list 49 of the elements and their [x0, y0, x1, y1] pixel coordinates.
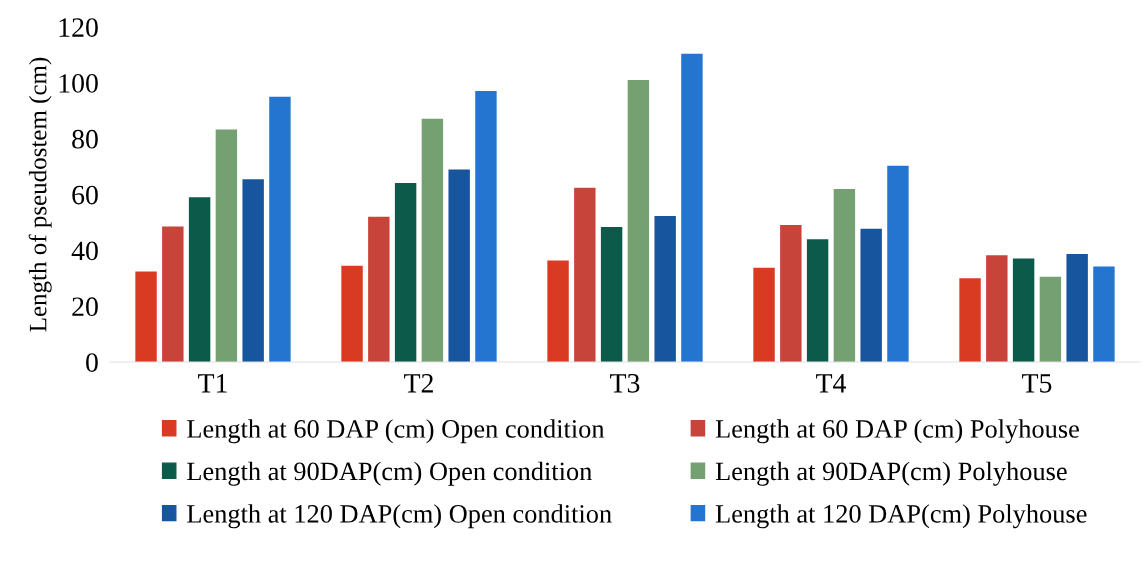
bar	[753, 267, 775, 362]
bar	[1066, 253, 1088, 362]
x-tick-label: T3	[610, 373, 640, 393]
y-tick-label: 60	[72, 185, 98, 205]
bar	[547, 260, 569, 362]
bar	[959, 278, 981, 362]
bar	[421, 118, 444, 362]
legend-label: Length at 60 DAP (cm) Open condition	[187, 419, 605, 444]
bar	[242, 179, 264, 362]
bar	[135, 271, 157, 362]
bar	[806, 239, 829, 362]
bar	[681, 53, 703, 362]
y-tick-label: 20	[72, 297, 98, 317]
bar	[860, 228, 882, 362]
bar	[986, 255, 1008, 362]
bar	[368, 216, 390, 362]
legend-label: Length at 60 DAP (cm) Polyhouse	[715, 419, 1079, 444]
y-tick-label: 120	[59, 18, 98, 37]
legend-label: Length at 90DAP(cm) Polyhouse	[715, 461, 1067, 486]
bar	[475, 90, 497, 362]
x-tick-label: T4	[816, 374, 846, 393]
y-tick-label: 80	[72, 129, 98, 149]
bar	[627, 80, 650, 362]
bar	[654, 216, 676, 362]
y-tick-label: 40	[71, 241, 98, 261]
bar	[1012, 258, 1035, 362]
bar	[215, 129, 238, 362]
bar	[887, 165, 909, 362]
bar	[1093, 266, 1115, 362]
bar	[269, 96, 291, 362]
bar	[574, 187, 596, 362]
legend-label: Length at 120 DAP(cm) Polyhouse	[715, 504, 1087, 529]
legend-label: Length at 120 DAP(cm) Open condition	[187, 504, 612, 529]
bar	[833, 188, 856, 362]
y-axis-title: Length of pseudostem (cm)	[28, 57, 52, 332]
x-tick-label: T1	[198, 374, 227, 393]
y-tick-label: 100	[59, 74, 98, 93]
y-tick-label: 0	[86, 353, 98, 372]
x-tick-label: T5	[1022, 374, 1052, 393]
bar	[448, 169, 470, 362]
bar	[188, 197, 211, 362]
bar	[341, 265, 363, 362]
bar	[394, 183, 417, 362]
x-tick-label: T2	[404, 373, 433, 393]
legend-label: Length at 90DAP(cm) Open condition	[187, 461, 592, 486]
bar	[1039, 276, 1062, 362]
bar	[162, 226, 184, 362]
bar	[600, 226, 623, 362]
bar	[780, 224, 802, 362]
